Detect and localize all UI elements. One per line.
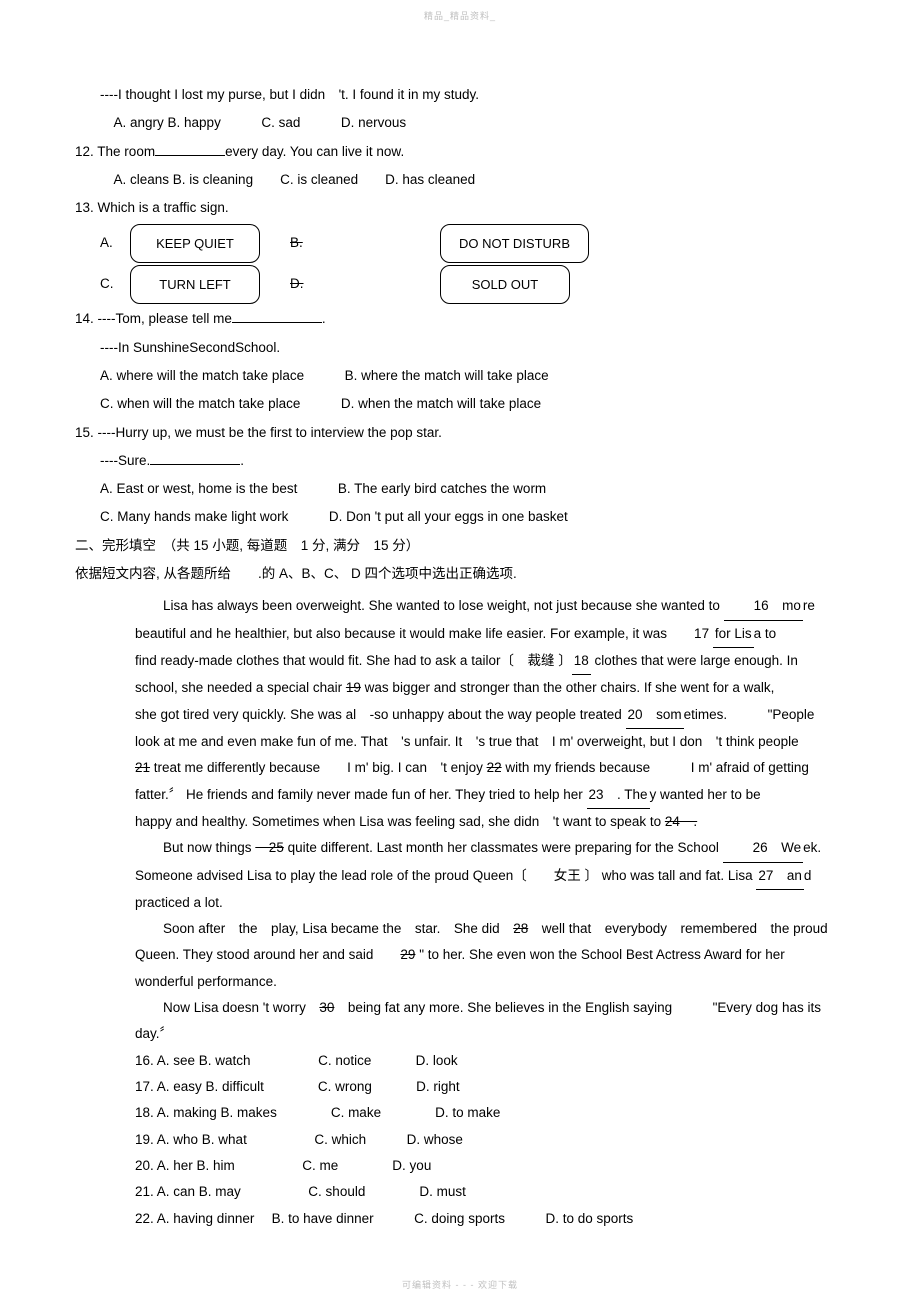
q12-blank [155,142,225,156]
p2: beautiful and he healthier, but also bec… [135,621,845,648]
blank-18: 18 [572,648,591,675]
p11: Someone advised Lisa to play the lead ro… [135,863,845,890]
q13-row2: C. TURN LEFT D. SOLD OUT [75,265,845,304]
q15-optsA: A. East or west, home is the best B. The… [75,476,845,502]
q13-row1: A. KEEP QUIET B. DO NOT DISTURB [75,224,845,263]
q13-c-label: C. [100,271,130,297]
q14-optsA: A. where will the match take place B. wh… [75,363,845,389]
q12-opts: A. cleans B. is cleaning C. is cleaned D… [75,167,845,193]
q15-dot: . [240,453,244,468]
blank-30: 30 [319,1000,334,1015]
section2-title: 二、完形填空 （共 15 小题, 每道题 1 分, 满分 15 分） [75,533,845,559]
q13-b-sign: DO NOT DISTURB [440,224,589,263]
q14-dot: . [322,311,326,326]
q14-num: 14. [75,311,94,326]
q14-optsC: C. when will the match take place D. whe… [75,391,845,417]
opt-19: 19. A. who B. what C. which D. whose [75,1127,845,1153]
opt-16: 16. A. see B. watch C. notice D. look [75,1048,845,1074]
q12-stem-a: The room [97,144,155,159]
watermark-bottom: 可编辑资料 - - - 欢迎下载 [0,1277,920,1295]
q13-d-label: D. [290,271,320,297]
q13: 13. Which is a traffic sign. [75,195,845,221]
blank-23: 23 . The [587,782,650,809]
p9: happy and healthy. Sometimes when Lisa w… [135,809,845,835]
q13-c-sign: TURN LEFT [130,265,260,304]
blank-21: 21 [135,760,150,775]
p8: fatter.〞 He friends and family never mad… [135,782,845,809]
opt-20: 20. A. her B. him C. me D. you [75,1153,845,1179]
p10: But now things 25 quite different. Last … [135,835,845,862]
q14-blank [232,309,322,323]
q15-optsC: C. Many hands make light work D. Don 't … [75,504,845,530]
q15-num: 15. [75,425,94,440]
p17: day.〞 [135,1021,845,1047]
q15-line2a: ----Sure. [100,453,150,468]
opt-18: 18. A. making B. makes C. make D. to mak… [75,1100,845,1126]
p5: she got tired very quickly. She was al -… [135,702,845,729]
q15-blank [150,451,240,465]
blank-22: 22 [487,760,502,775]
p15: wonderful performance. [135,969,845,995]
blank-25: 25 [255,840,284,855]
opt-22: 22. A. having dinner B. to have dinner C… [75,1206,845,1232]
q11-opts: A. angry B. happy C. sad D. nervous [75,110,845,136]
q15-line2: ----Sure.. [75,448,845,474]
blank-26: 26 We [723,835,804,862]
watermark-top: 精品_精品资料_ [0,8,920,26]
blank-27: 27 an [756,863,804,890]
blank-29: 29 [400,947,415,962]
p6: look at me and even make fun of me. That… [135,729,845,755]
q14-line2: ----In SunshineSecondSchool. [75,335,845,361]
q12-num: 12. [75,144,94,159]
p1: Lisa has always been overweight. She wan… [135,593,845,620]
q13-b-label: B. [290,230,320,256]
p4: school, she needed a special chair 19 wa… [135,675,845,701]
p12: practiced a lot. [135,890,845,916]
blank-19: 19 [346,680,361,695]
q13-d-sign: SOLD OUT [440,265,570,304]
q13-a-sign: KEEP QUIET [130,224,260,263]
blank-17: for Lis [713,621,754,648]
passage: Lisa has always been overweight. She wan… [75,593,845,1047]
q14: 14. ----Tom, please tell me. [75,306,845,332]
q15: 15. ----Hurry up, we must be the first t… [75,420,845,446]
q11-dialog: ----I thought I lost my purse, but I did… [75,82,845,108]
p3: find ready-made clothes that would fit. … [135,648,845,675]
opt-21: 21. A. can B. may C. should D. must [75,1179,845,1205]
q12-stem-b: every day. You can live it now. [225,144,404,159]
p7: 21 treat me differently because I m' big… [135,755,845,781]
section2-instr: 依据短文内容, 从各题所给 .的 A、B、C、 D 四个选项中选出正确选项. [75,561,845,587]
p16: Now Lisa doesn 't worry 30 being fat any… [135,995,845,1021]
q15-stem: ----Hurry up, we must be the first to in… [98,425,442,440]
blank-20: 20 som [626,702,684,729]
q13-a-label: A. [100,230,130,256]
q13-stem: Which is a traffic sign. [98,200,229,215]
blank-28: 28 [513,921,528,936]
p14: Queen. They stood around her and said 29… [135,942,845,968]
q13-num: 13. [75,200,94,215]
blank-24: 24 . [665,814,697,829]
q12: 12. The room every day. You can live it n… [75,139,845,165]
p13: Soon after the play, Lisa became the sta… [135,916,845,942]
opt-17: 17. A. easy B. difficult C. wrong D. rig… [75,1074,845,1100]
q14-stem: ----Tom, please tell me [98,311,232,326]
blank-16: 16 mo [724,593,803,620]
